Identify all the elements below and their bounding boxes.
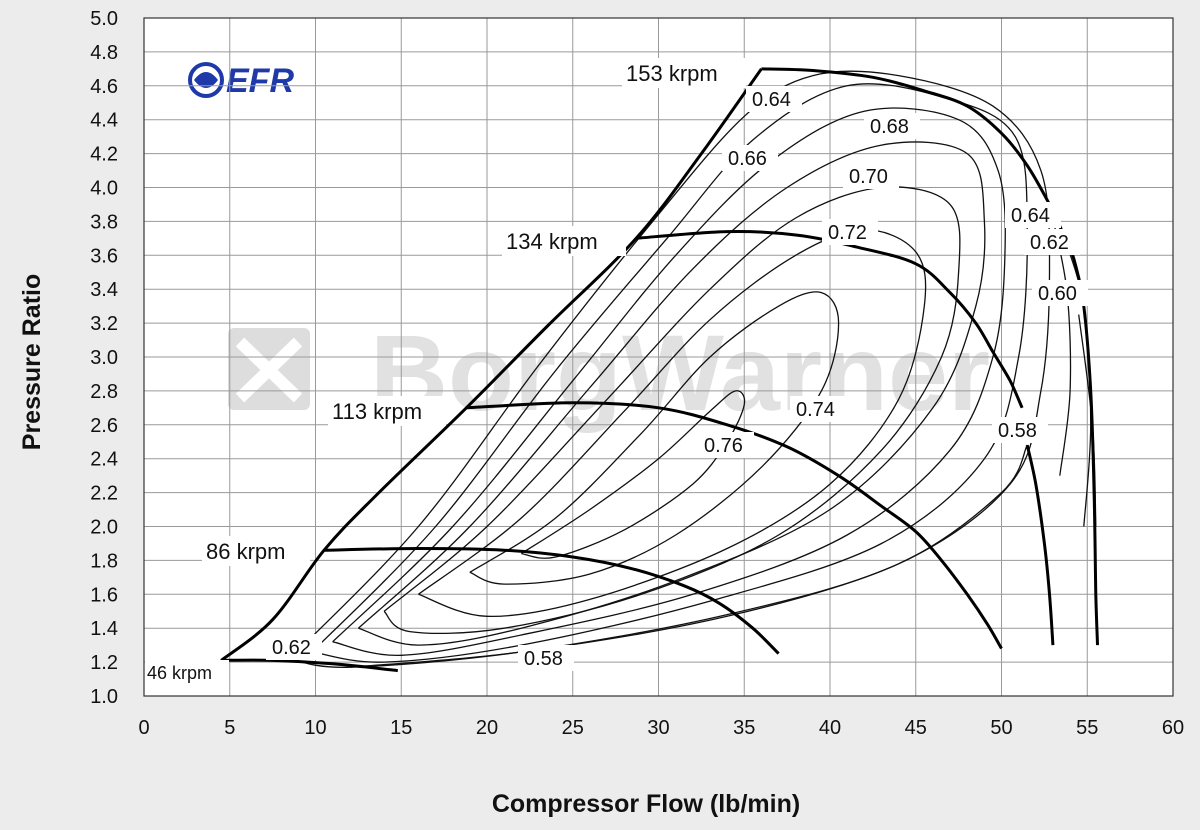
speed-line	[1025, 444, 1055, 646]
eff-label: 0.68	[870, 116, 909, 138]
efficiency-labels: 0.64 0.66 0.68 0.70 0.72 0.74 0.76 0.64 …	[266, 86, 1088, 671]
speed-line	[466, 401, 1003, 650]
y-tick-label: 2.8	[90, 381, 118, 403]
efficiency-contour	[349, 444, 1028, 668]
speed-label-153: 153 krpm	[626, 61, 718, 86]
x-axis-ticks: 0 5 10 15 20 25 30 35 40 45 50 55 60	[138, 717, 1184, 739]
surge-line	[220, 68, 763, 662]
x-tick-label: 40	[819, 717, 841, 739]
x-tick-label: 5	[224, 717, 235, 739]
speed-line	[221, 658, 398, 673]
logo-text: EFR	[226, 62, 294, 100]
y-tick-label: 2.4	[90, 449, 118, 471]
y-tick-label: 2.0	[90, 517, 118, 539]
x-tick-label: 60	[1162, 717, 1184, 739]
efr-logo: EFR	[188, 62, 294, 100]
x-tick-label: 25	[562, 717, 584, 739]
y-tick-label: 1.2	[90, 652, 118, 674]
y-tick-label: 1.6	[90, 584, 118, 606]
speed-line	[1065, 237, 1099, 646]
x-tick-label: 20	[476, 717, 498, 739]
eff-label: 0.74	[796, 399, 835, 421]
efficiency-contour	[469, 291, 840, 585]
efficiency-contour	[332, 107, 1006, 656]
efficiency-islands	[289, 70, 1097, 668]
eff-label: 0.76	[704, 435, 743, 457]
x-tick-label: 55	[1076, 717, 1098, 739]
speed-line	[761, 67, 1063, 231]
x-tick-label: 10	[304, 717, 326, 739]
eff-label: 0.66	[728, 148, 767, 170]
y-tick-label: 4.4	[90, 110, 118, 132]
efficiency-contour	[520, 390, 746, 559]
y-tick-label: 2.6	[90, 415, 118, 437]
efficiency-contour	[357, 141, 986, 646]
x-tick-label: 30	[647, 717, 669, 739]
x-tick-label: 0	[138, 717, 149, 739]
eff-label: 0.60	[1038, 283, 1077, 305]
y-axis-title: Pressure Ratio	[18, 274, 46, 450]
speed-label-113: 113 krpm	[332, 399, 422, 424]
speed-label-134: 134 krpm	[506, 229, 598, 254]
x-tick-label: 45	[905, 717, 927, 739]
x-axis-title: Compressor Flow (lb/min)	[492, 790, 800, 818]
x-tick-label: 35	[733, 717, 755, 739]
eff-label: 0.72	[828, 222, 867, 244]
y-tick-label: 3.6	[90, 245, 118, 267]
x-tick-label: 15	[390, 717, 412, 739]
y-tick-label: 3.2	[90, 313, 118, 335]
watermark-text: BorgWarner	[370, 312, 990, 433]
plot-frame	[143, 17, 1174, 697]
speed-label-46: 46 krpm	[147, 663, 212, 683]
watermark-emblem	[228, 328, 310, 410]
y-tick-label: 1.8	[90, 550, 118, 572]
eff-label: 0.58	[524, 648, 563, 670]
y-tick-label: 1.4	[90, 618, 118, 640]
y-tick-label: 3.0	[90, 347, 118, 369]
speed-line	[324, 546, 780, 655]
speed-lines	[220, 67, 1099, 673]
y-tick-label: 1.0	[90, 686, 118, 708]
logo-swirl-icon	[188, 62, 224, 98]
efficiency-contour	[418, 229, 927, 618]
y-tick-label: 3.8	[90, 211, 118, 233]
y-tick-label: 5.0	[90, 8, 118, 30]
eff-label: 0.64	[752, 89, 791, 111]
y-tick-label: 2.2	[90, 483, 118, 505]
y-tick-label: 4.0	[90, 178, 118, 200]
efficiency-contour	[289, 70, 1051, 668]
y-tick-label: 4.8	[90, 42, 118, 64]
efficiency-contour	[311, 83, 1028, 663]
eff-label: 0.62	[272, 637, 311, 659]
y-axis-ticks: 1.0 1.2 1.4 1.6 1.8 2.0 2.2 2.4 2.6 2.8 3.0 3.2 3.4 3…	[90, 8, 118, 708]
y-tick-label: 3.4	[90, 279, 118, 301]
eff-label: 0.58	[998, 420, 1037, 442]
eff-label: 0.70	[849, 166, 888, 188]
y-tick-label: 4.6	[90, 76, 118, 98]
x-tick-label: 50	[990, 717, 1012, 739]
speed-label-86: 86 krpm	[206, 539, 285, 564]
speed-line	[636, 229, 1024, 409]
y-tick-label: 4.2	[90, 144, 118, 166]
eff-label: 0.62	[1030, 232, 1069, 254]
eff-label: 0.64	[1011, 205, 1050, 227]
speed-labels: 153 krpm 134 krpm 113 krpm 86 krpm 46 kr…	[145, 58, 746, 686]
